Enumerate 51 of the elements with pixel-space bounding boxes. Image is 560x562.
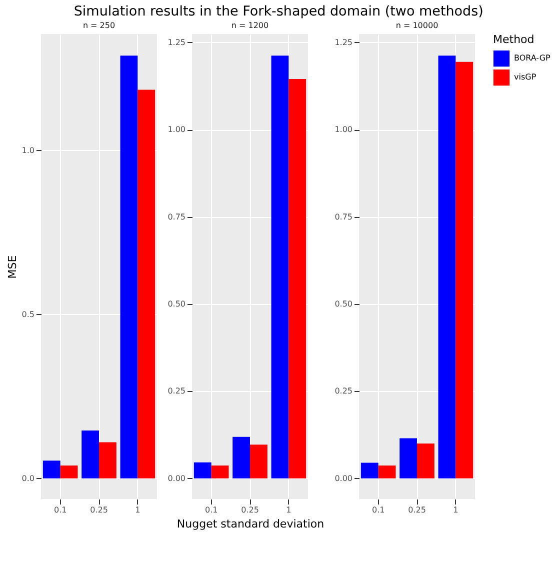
x-tick-label: 0.25 <box>90 506 108 514</box>
bar <box>400 438 417 478</box>
y-tick-label: 0.75 <box>334 212 352 222</box>
x-axis-title: Nugget standard deviation <box>176 518 324 530</box>
x-tick-label: 0.25 <box>408 506 426 514</box>
bar <box>120 56 138 478</box>
bar <box>232 436 250 478</box>
y-tick-label: 1.25 <box>334 38 352 47</box>
bar <box>438 56 456 478</box>
y-tick-label: 1.25 <box>168 38 186 47</box>
chart-subtitle: n = 1200 <box>231 21 269 30</box>
bar <box>42 460 60 478</box>
x-tick-label: 0.1 <box>372 506 385 514</box>
bar <box>378 466 396 478</box>
y-tick-label: 1.00 <box>334 125 352 134</box>
x-tick-label: 0.25 <box>241 506 259 514</box>
x-tick-label: 0.1 <box>204 506 218 514</box>
y-tick-label: 0.25 <box>168 386 186 396</box>
bar <box>60 466 78 478</box>
x-tick-label: 1 <box>135 506 140 514</box>
y-tick-label: 1.00 <box>168 125 186 134</box>
y-axis-title: MSE <box>6 255 19 279</box>
bar <box>211 466 229 478</box>
y-tick-label: 0.00 <box>168 474 186 483</box>
legend-label: visGP <box>514 72 536 82</box>
legend-label: BORA-GP <box>514 54 551 62</box>
y-tick-label: 0.5 <box>22 310 34 319</box>
bar <box>417 444 434 478</box>
x-tick-label: 0.1 <box>54 506 67 514</box>
bar <box>82 430 99 478</box>
bar <box>250 444 268 478</box>
bar <box>288 79 306 478</box>
x-tick-label: 1 <box>286 506 292 514</box>
bar <box>456 62 474 478</box>
legend-title: Method <box>493 33 534 46</box>
y-tick-label: 0.00 <box>334 474 352 483</box>
y-tick-label: 0.50 <box>168 300 186 308</box>
y-tick-label: 0.0 <box>22 474 34 483</box>
bar <box>360 462 378 478</box>
chart-subtitle: n = 10000 <box>396 21 438 30</box>
y-tick-label: 0.25 <box>334 386 352 396</box>
bar <box>194 462 212 478</box>
bar <box>99 442 116 478</box>
y-tick-label: 0.50 <box>334 300 352 308</box>
bar <box>138 90 156 478</box>
chart-subtitle: n = 250 <box>82 21 116 30</box>
x-tick-label: 1 <box>453 506 458 514</box>
y-tick-label: 0.75 <box>168 212 186 222</box>
y-tick-label: 1.0 <box>22 146 34 155</box>
bar <box>271 56 289 478</box>
text: Simulation results in the Fork-shaped domain (two methods) <box>74 4 484 20</box>
